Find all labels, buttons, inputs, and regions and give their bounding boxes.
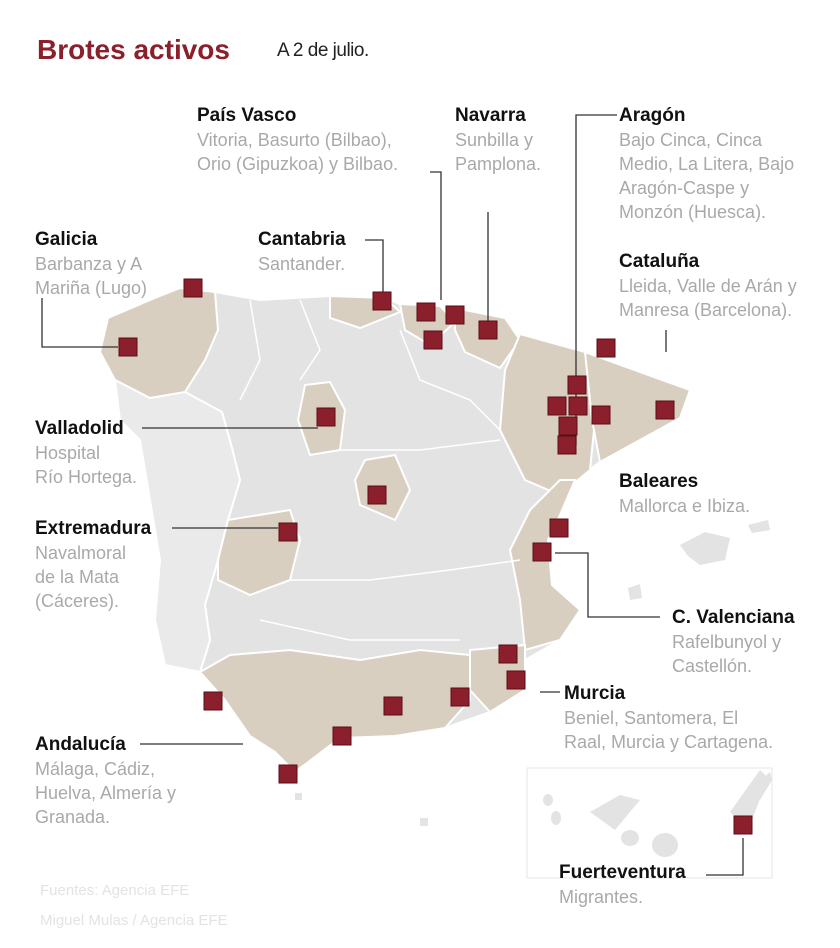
marker-andalucia-almeria	[450, 687, 470, 707]
marker-valenciana-castellon	[549, 518, 569, 538]
region-desc: Málaga, Cádiz, Huelva, Almería y Granada…	[35, 759, 177, 827]
region-cataluna	[583, 350, 692, 464]
marker-aragon-3	[568, 396, 588, 416]
marker-extremadura	[278, 522, 298, 542]
label-cataluna: Cataluña Lleida, Valle de Arán y Manresa…	[619, 250, 797, 322]
marker-aragon-5	[557, 435, 577, 455]
region-desc: Migrantes.	[559, 887, 644, 907]
marker-aragon-4	[558, 416, 578, 436]
marker-andalucia-cadiz	[278, 764, 298, 784]
marker-pais-vasco-1	[416, 302, 436, 322]
region-name: Cataluña	[619, 251, 700, 272]
label-cantabria: Cantabria Santander.	[258, 228, 346, 276]
label-navarra: Navarra Sunbilla y Pamplona.	[455, 104, 541, 176]
marker-navarra	[478, 320, 498, 340]
outbreak-markers	[118, 278, 753, 835]
marker-andalucia-granada	[383, 696, 403, 716]
region-desc: Santander.	[258, 254, 346, 274]
region-desc: Sunbilla y Pamplona.	[455, 130, 542, 174]
baleares-mallorca	[680, 532, 730, 565]
region-desc: Hospital Río Hortega.	[35, 443, 138, 487]
region-c-valenciana	[508, 479, 582, 652]
marker-galicia-lugo	[183, 278, 203, 298]
label-aragon: Aragón Bajo Cinca, Cinca Medio, La Liter…	[619, 104, 794, 224]
label-galicia: Galicia Barbanza y A Mariña (Lugo)	[35, 228, 147, 300]
region-andalucia	[198, 648, 471, 774]
region-name: Navarra	[455, 105, 526, 126]
canary-islands	[543, 770, 772, 857]
region-name: País Vasco	[197, 105, 297, 126]
label-extremadura: Extremadura Navalmoral de la Mata (Cácer…	[35, 517, 151, 613]
baleares-ibiza	[628, 584, 642, 600]
canary-inset	[526, 767, 773, 879]
marker-murcia-2	[506, 670, 526, 690]
marker-fuerteventura	[733, 815, 753, 835]
marker-pais-vasco-3	[423, 330, 443, 350]
marker-andalucia-huelva	[203, 691, 223, 711]
portugal-outline	[113, 378, 242, 674]
map-date: A 2 de julio.	[277, 40, 369, 61]
region-desc: Mallorca e Ibiza.	[619, 496, 751, 516]
region-name: C. Valenciana	[672, 607, 795, 628]
region-name: Andalucía	[35, 734, 126, 755]
label-andalucia: Andalucía Málaga, Cádiz, Huelva, Almería…	[35, 733, 176, 829]
map-title: Brotes activos	[37, 34, 230, 65]
region-name: Murcia	[564, 683, 626, 704]
leader-lines	[41, 114, 744, 876]
label-murcia: Murcia Beniel, Santomera, El Raal, Murci…	[564, 682, 773, 754]
region-name: Valladolid	[35, 418, 124, 439]
marker-cantabria	[372, 291, 392, 311]
marker-cataluna-aran	[596, 338, 616, 358]
region-desc: Beniel, Santomera, El Raal, Murcia y Car…	[564, 708, 774, 752]
region-name: Galicia	[35, 229, 98, 250]
region-name: Cantabria	[258, 229, 346, 250]
label-valladolid: Valladolid Hospital Río Hortega.	[35, 417, 137, 489]
region-name: Fuerteventura	[559, 862, 686, 883]
region-galicia	[98, 286, 220, 400]
marker-murcia-1	[498, 644, 518, 664]
region-name: Extremadura	[35, 518, 152, 539]
region-desc: Lleida, Valle de Arán y Manresa (Barcelo…	[619, 276, 797, 320]
marker-madrid	[367, 485, 387, 505]
region-desc: Barbanza y A Mariña (Lugo)	[35, 254, 148, 298]
baleares-menorca	[748, 520, 770, 533]
ceuta	[295, 793, 302, 800]
label-c-valenciana: C. Valenciana Rafelbunyol y Castellón.	[672, 606, 795, 678]
region-desc: Navalmoral de la Mata (Cáceres).	[35, 543, 127, 611]
marker-galicia-barbanza	[118, 337, 138, 357]
label-baleares: Baleares Mallorca e Ibiza.	[619, 470, 750, 518]
marker-aragon-2	[547, 396, 567, 416]
region-name: Baleares	[619, 471, 699, 492]
label-fuerteventura: Fuerteventura Migrantes.	[559, 861, 686, 909]
region-desc: Vitoria, Basurto (Bilbao), Orio (Gipuzko…	[197, 130, 399, 174]
marker-andalucia-malaga	[332, 726, 352, 746]
marker-valenciana-rafelbunyol	[532, 542, 552, 562]
marker-cataluna-manresa	[655, 400, 675, 420]
marker-valladolid	[316, 407, 336, 427]
source-credit: Fuentes: Agencia EFE Miguel Mulas / Agen…	[40, 882, 228, 929]
melilla	[420, 818, 428, 826]
region-desc: Rafelbunyol y Castellón.	[672, 632, 782, 676]
marker-cataluna-lleida	[591, 405, 611, 425]
marker-aragon-1	[567, 375, 587, 395]
label-pais-vasco: País Vasco Vitoria, Basurto (Bilbao), Or…	[197, 104, 398, 176]
region-desc: Bajo Cinca, Cinca Medio, La Litera, Bajo…	[619, 130, 795, 222]
marker-pais-vasco-2	[445, 305, 465, 325]
region-name: Aragón	[619, 105, 686, 126]
